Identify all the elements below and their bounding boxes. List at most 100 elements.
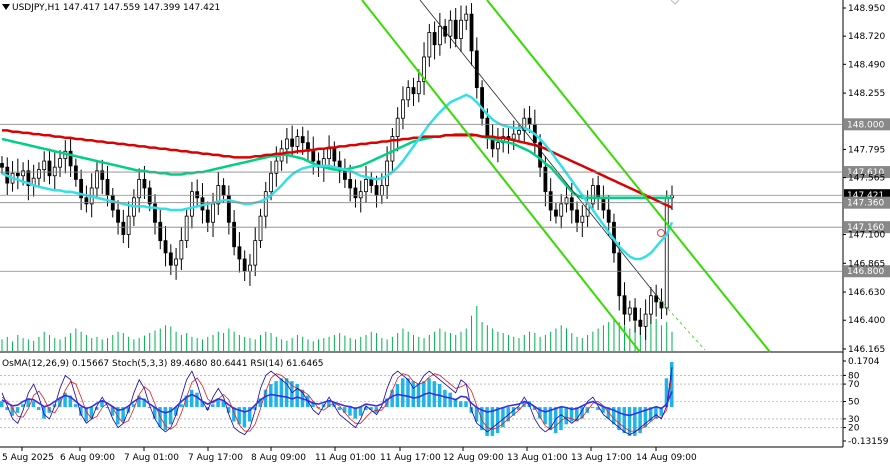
osma-bar	[237, 407, 241, 425]
candle-body	[311, 150, 316, 162]
candle-body	[0, 163, 4, 168]
osma-bar	[137, 395, 141, 408]
osma-bar	[94, 407, 99, 410]
osma-bar	[10, 407, 15, 416]
price-marker-tag	[844, 196, 890, 209]
candle-body	[358, 191, 363, 199]
osma-bar	[448, 392, 452, 408]
osma-bar	[84, 407, 88, 422]
osma-bar	[369, 407, 373, 410]
candle-body	[564, 197, 569, 205]
osma-bar	[474, 407, 479, 422]
candle-body	[84, 197, 89, 205]
osma-bar	[564, 407, 568, 425]
osma-bar	[506, 407, 510, 422]
candle-body	[153, 203, 157, 223]
indicator-header: OsMA(12,26,9) 0.15667 Stoch(5,3,3) 89.46…	[2, 359, 324, 369]
candle-body	[590, 185, 595, 205]
osma-bar	[226, 407, 231, 413]
candle-body	[158, 221, 163, 242]
time-tick-label: 8 Aug 09:00	[251, 453, 306, 463]
osma-bar	[63, 392, 67, 408]
chevron-icon[interactable]	[670, 0, 680, 5]
time-axis: 5 Aug 2025 6 Aug 09:00 7 Aug 01:00 7 Aug 17…	[2, 447, 697, 463]
osc-tick-label: 20	[848, 424, 860, 434]
osma-bar	[416, 384, 421, 408]
osma-bar	[390, 389, 394, 408]
price-marker-label: 147.360	[847, 199, 884, 209]
candle-body	[163, 240, 168, 254]
osma-bar	[395, 384, 400, 408]
candle-body	[205, 209, 210, 223]
moving-averages	[1, 93, 674, 261]
ma-cyan-line	[1, 93, 674, 261]
osma-bar	[596, 407, 600, 410]
osma-bar	[200, 401, 204, 408]
candle-body	[184, 215, 189, 242]
candle-body	[369, 179, 374, 186]
osma-bar	[232, 407, 236, 422]
price-marker-label: 148.000	[847, 120, 884, 130]
osma-bar	[527, 401, 532, 408]
osma-bar	[284, 378, 289, 408]
candle-body	[485, 117, 490, 137]
osma-bar	[670, 361, 674, 408]
osma-bar	[458, 401, 463, 408]
osma-bar	[36, 407, 41, 410]
osma-bar	[131, 404, 136, 408]
osma-bar	[517, 407, 521, 410]
osma-bar	[664, 378, 669, 408]
price-marker-label: 146.800	[847, 267, 884, 277]
osma-bar	[348, 407, 352, 416]
ma-green-line	[1, 132, 672, 200]
osma-bar	[100, 401, 104, 408]
candle-body	[121, 221, 126, 235]
osma-bar	[501, 407, 505, 428]
osma-bar	[216, 398, 220, 408]
rsi-line	[1, 391, 673, 417]
trend-channel	[361, 0, 771, 353]
osma-bar	[453, 398, 458, 408]
osma-bar	[659, 407, 663, 416]
candle-body	[269, 172, 273, 193]
osma-bar	[15, 407, 20, 413]
osma-bar	[79, 407, 83, 416]
price-tick-label: 147.565	[848, 174, 885, 184]
candle-body	[559, 203, 564, 217]
osma-bar	[253, 407, 257, 410]
osma-bar	[295, 384, 299, 408]
osma-bar	[105, 407, 110, 409]
candle-body	[554, 209, 558, 217]
candle-body	[195, 191, 200, 199]
volume-bars	[1, 306, 673, 351]
osma-bar	[290, 381, 294, 408]
osc-tick-label: 30	[848, 415, 860, 425]
candle-body	[596, 185, 601, 199]
triangle-down-icon[interactable]	[2, 4, 10, 10]
candle-body	[517, 130, 521, 135]
ma-red-line	[2, 129, 673, 209]
candle-body	[464, 13, 469, 21]
oscillator-panel	[0, 361, 843, 436]
candle-body	[448, 19, 453, 37]
osma-bar	[617, 407, 621, 431]
osma-bar	[654, 407, 658, 419]
osma-bar	[364, 407, 368, 410]
osma-bar	[590, 407, 595, 409]
osma-bar	[163, 407, 168, 431]
time-tick-label: 13 Aug 17:00	[571, 453, 632, 463]
osma-bar	[627, 407, 632, 436]
osma-bar	[569, 407, 574, 422]
candle-body	[659, 301, 664, 309]
osma-bar	[258, 398, 263, 408]
candle-body	[427, 32, 432, 58]
candle-body	[548, 191, 553, 211]
candle-body	[68, 150, 73, 167]
candle-body	[364, 179, 368, 193]
candle-body	[374, 185, 379, 196]
osc-tick-label: 70	[848, 380, 860, 390]
candle-body	[332, 148, 337, 162]
